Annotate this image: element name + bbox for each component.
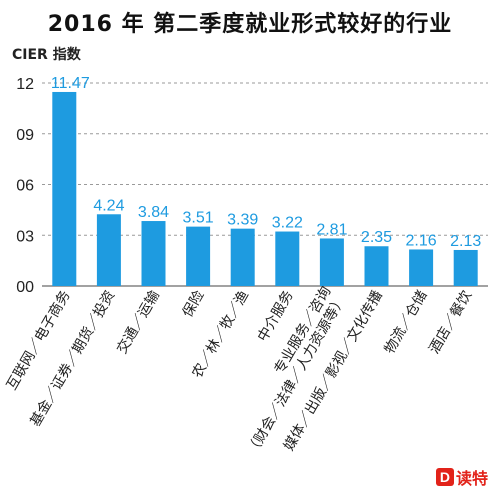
x-tick-label: 保险 xyxy=(180,288,208,320)
value-label: 3.22 xyxy=(272,215,303,232)
value-label: 4.24 xyxy=(93,197,124,214)
chart-title: 2016 年 第二季度就业形式较好的行业 xyxy=(47,12,453,37)
value-label: 2.35 xyxy=(361,229,392,246)
bar xyxy=(186,226,211,286)
x-tick-label: 酒店／餐饮 xyxy=(426,288,475,357)
y-tick-label: 09 xyxy=(16,127,34,144)
logo: D 读特 xyxy=(435,465,488,489)
x-tick-label-line: 交通／运输 xyxy=(113,288,163,357)
x-tick-label-line: 基金／证券／期货／投资 xyxy=(27,288,119,430)
y-tick-labels: 12 09 06 03 00 xyxy=(16,76,34,296)
value-label: 2.16 xyxy=(406,232,437,249)
value-label: 2.13 xyxy=(450,233,481,250)
bar xyxy=(364,246,389,286)
value-label: 3.39 xyxy=(227,212,258,229)
value-label: 11.47 xyxy=(51,75,90,92)
value-label: 3.84 xyxy=(138,204,169,221)
y-tick-label: 00 xyxy=(16,279,34,296)
bar xyxy=(275,231,300,286)
bars xyxy=(52,91,478,286)
x-tick-label-line: 物流／仓储 xyxy=(382,288,431,357)
value-labels: 11.47 4.24 3.84 3.51 3.39 3.22 2.81 2.35 2.16 2.1… xyxy=(51,75,482,250)
x-tick-label: 物流／仓储 xyxy=(382,288,431,357)
bar xyxy=(409,249,434,286)
value-label: 3.51 xyxy=(183,210,214,227)
y-tick-label: 03 xyxy=(16,228,34,245)
bar xyxy=(141,221,166,286)
y-tick-label: 12 xyxy=(16,76,34,93)
x-tick-label-line: 酒店／餐饮 xyxy=(426,288,475,357)
value-label: 2.81 xyxy=(316,221,347,238)
y-tick-label: 06 xyxy=(16,178,34,195)
bar xyxy=(453,249,478,286)
x-tick-label: 交通／运输 xyxy=(113,288,163,357)
x-tick-label: 基金／证券／期货／投资 xyxy=(27,288,119,430)
x-tick-label-line: 保险 xyxy=(180,288,208,320)
y-axis-label: CIER 指数 xyxy=(12,47,81,63)
bar xyxy=(230,228,255,286)
logo-mark-icon: D xyxy=(435,468,454,486)
bar xyxy=(96,214,121,286)
bar xyxy=(319,238,344,286)
bar xyxy=(52,91,77,286)
logo-text: 读特 xyxy=(455,469,488,488)
